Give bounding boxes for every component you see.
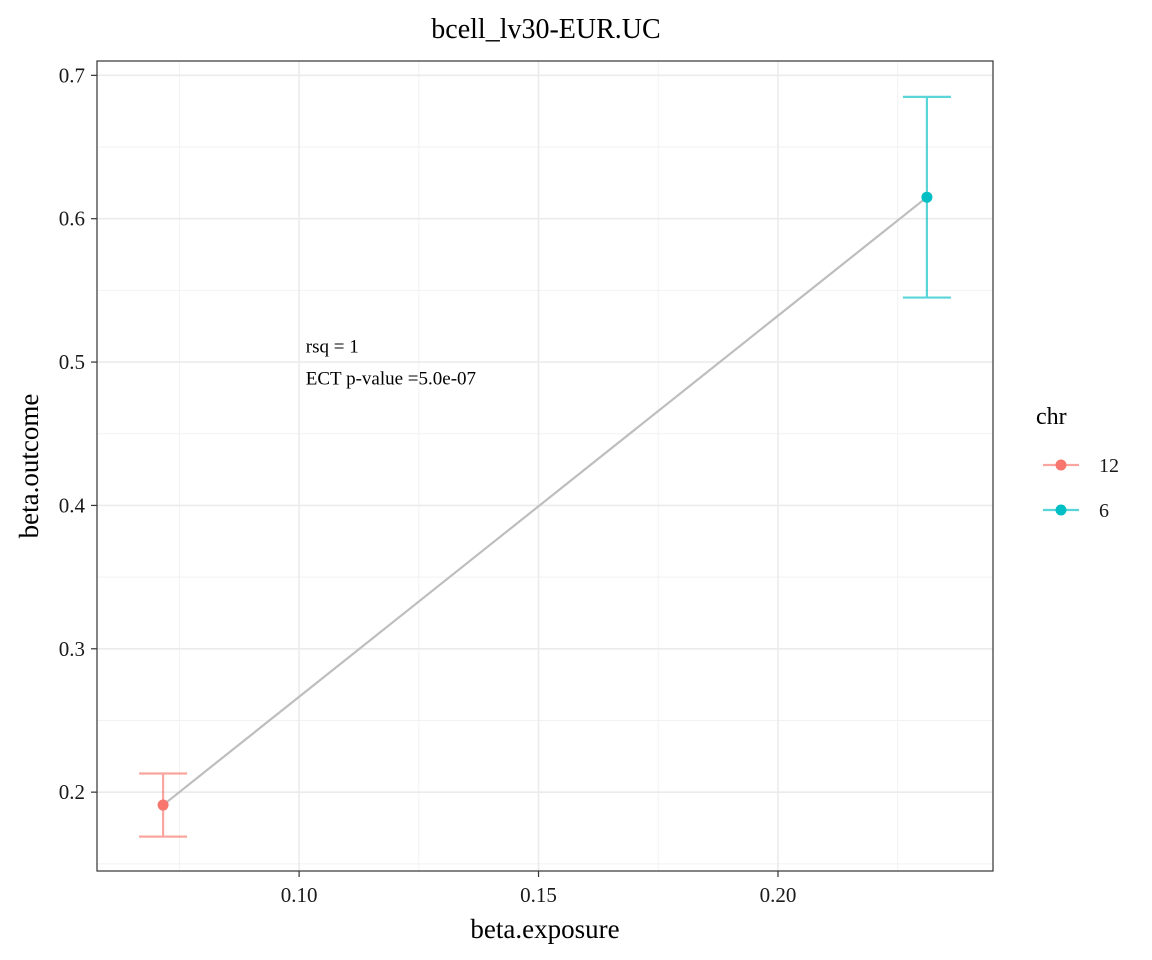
x-tick-label: 0.20 (760, 883, 797, 907)
legend-label: 6 (1099, 500, 1109, 522)
x-axis-label: beta.exposure (470, 914, 619, 944)
legend-title: chr (1036, 404, 1067, 430)
y-tick-label: 0.5 (59, 350, 85, 374)
y-axis: 0.2 0.3 0.4 0.5 0.6 0.7 (59, 63, 97, 804)
legend-items: 12 6 (1043, 455, 1119, 522)
legend-item: 6 (1043, 500, 1109, 522)
y-axis-label: beta.outcome (14, 394, 44, 539)
legend-key-point (1055, 504, 1067, 516)
fit-line (162, 196, 928, 806)
legend-label: 12 (1099, 455, 1119, 477)
y-tick-label: 0.4 (59, 493, 86, 517)
panel-background (97, 61, 993, 871)
fit-line-layer (162, 196, 928, 806)
x-tick-label: 0.10 (281, 883, 318, 907)
annotation-text: rsq = 1 (306, 337, 359, 358)
y-tick-label: 0.6 (59, 207, 85, 231)
data-point-12 (157, 799, 169, 811)
y-tick-label: 0.7 (59, 63, 85, 87)
plot-panel: rsq = 1 ECT p-value =5.0e-07 (96, 60, 994, 872)
grid-major (97, 61, 993, 871)
y-tick-label: 0.2 (59, 780, 85, 804)
legend-key-point (1055, 459, 1067, 471)
legend: chr 12 6 (1036, 404, 1119, 522)
point-layer (157, 191, 933, 811)
x-tick-label: 0.15 (520, 883, 557, 907)
chart-title: bcell_lv30-EUR.UC (431, 14, 660, 45)
legend-item: 12 (1043, 455, 1119, 477)
data-point-6 (921, 191, 933, 203)
annotation-layer: rsq = 1 ECT p-value =5.0e-07 (306, 337, 476, 390)
panel-border (96, 60, 994, 872)
y-tick-label: 0.3 (59, 637, 85, 661)
x-axis: 0.10 0.15 0.20 (281, 871, 797, 907)
grid-minor (97, 61, 993, 871)
annotation-text: ECT p-value =5.0e-07 (306, 369, 476, 390)
